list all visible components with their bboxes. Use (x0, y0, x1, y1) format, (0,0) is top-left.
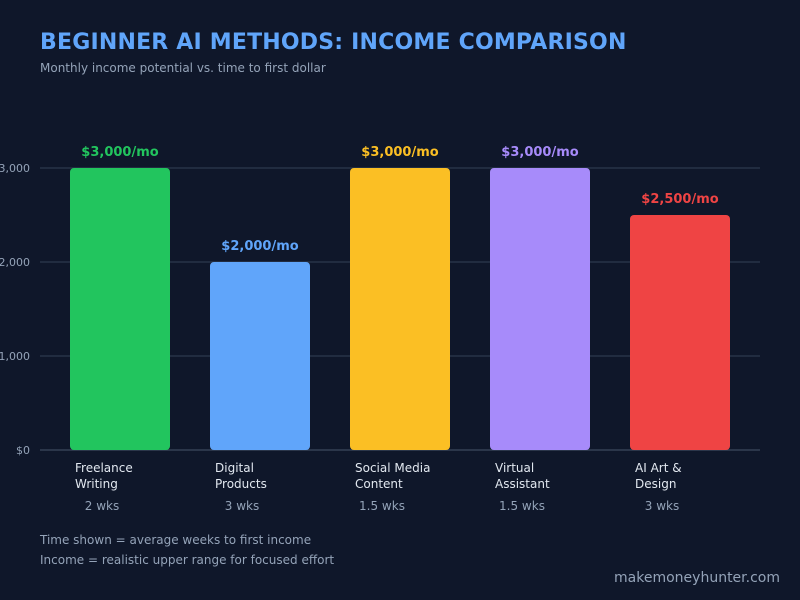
footnote-income: Income = realistic upper range for focus… (40, 553, 335, 567)
category-label: Content (355, 477, 403, 491)
y-tick-label: $3,000 (0, 162, 30, 175)
bar (490, 168, 590, 450)
y-tick-label: $2,000 (0, 256, 30, 269)
y-tick-label: $1,000 (0, 350, 30, 363)
time-label: 1.5 wks (499, 499, 545, 513)
bar-value-label: $3,000/mo (361, 145, 438, 160)
chart-subtitle: Monthly income potential vs. time to fir… (40, 61, 326, 75)
bar (210, 262, 310, 450)
bar-value-label: $3,000/mo (81, 145, 158, 160)
y-tick-label: $0 (16, 444, 30, 457)
bar-layer (70, 168, 730, 450)
time-label: 1.5 wks (359, 499, 405, 513)
brand-watermark: makemoneyhunter.com (614, 570, 780, 586)
category-label: Assistant (495, 477, 550, 491)
category-label: Freelance (75, 461, 133, 475)
time-label: 2 wks (85, 499, 119, 513)
footnotes: Time shown = average weeks to first inco… (40, 530, 334, 570)
category-label: Virtual (495, 461, 534, 475)
time-label: 3 wks (645, 499, 679, 513)
category-label: Design (635, 477, 676, 491)
bar (70, 168, 170, 450)
label-layer: $3,000/mo Freelance Writing 2 wks $2,000/mo D… (75, 145, 719, 513)
category-label: Writing (75, 477, 118, 491)
category-label: Digital (215, 461, 254, 475)
category-label: Products (215, 477, 267, 491)
bar (350, 168, 450, 450)
category-label: Social Media (355, 461, 430, 475)
bar-value-label: $2,500/mo (641, 192, 718, 207)
category-label: AI Art & (635, 461, 682, 475)
bar-value-label: $2,000/mo (221, 239, 298, 254)
chart-title: BEGINNER AI METHODS: INCOME COMPARISON (40, 30, 627, 55)
footnote-time: Time shown = average weeks to first inco… (40, 533, 312, 547)
bar (630, 215, 730, 450)
bar-value-label: $3,000/mo (501, 145, 578, 160)
time-label: 3 wks (225, 499, 259, 513)
